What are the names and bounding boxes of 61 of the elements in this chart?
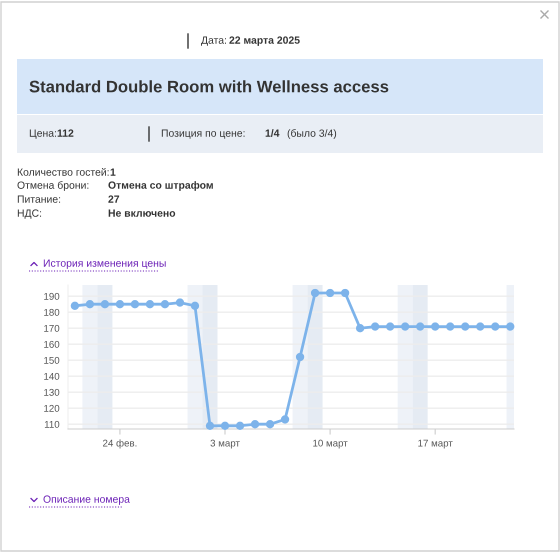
text: Не включено: [108, 210, 176, 217]
point: [220, 422, 230, 430]
y-tick-label: 190: [44, 292, 60, 300]
chart-title: Standard Double Room with Wellness access: [29, 80, 388, 92]
point: [446, 322, 454, 331]
text: Отмена брони:: [17, 181, 88, 191]
point: [160, 300, 170, 308]
text: Позиция по цене:: [162, 130, 245, 139]
point: [146, 300, 154, 308]
point: [310, 288, 320, 298]
y-tick-label: 170: [44, 324, 60, 332]
y-tick-label: 110: [44, 420, 60, 428]
text: Описание номера: [43, 495, 130, 505]
y-tick-label: 120: [44, 404, 60, 412]
point: [400, 322, 410, 331]
x-tick-label: 24 фев.: [103, 439, 136, 448]
point: [431, 322, 440, 331]
x-tick-label: 3 март: [210, 440, 240, 448]
point: [86, 300, 94, 308]
point: [280, 415, 290, 424]
x-tick-label: 17 март: [418, 440, 453, 448]
text: Дата:: [201, 36, 226, 46]
text: История изменения цены: [44, 260, 166, 269]
text: 22 марта 2025: [229, 36, 300, 46]
point: [130, 300, 140, 308]
point: [370, 322, 380, 331]
text: Питание:: [18, 196, 60, 203]
point: [296, 352, 304, 362]
y-tick-label: 160: [44, 340, 60, 348]
point: [176, 298, 184, 307]
point: [491, 322, 500, 331]
text: 112: [58, 129, 74, 137]
y-tick-label: 140: [44, 372, 60, 380]
point: [506, 322, 514, 331]
point: [100, 300, 110, 308]
point: [340, 288, 350, 298]
point: [386, 322, 394, 331]
point: [326, 288, 334, 298]
point: [70, 302, 80, 310]
text: 1/4: [266, 129, 280, 137]
point: [266, 420, 274, 428]
text: Отмена со штрафом: [108, 181, 213, 191]
y-tick-label: 150: [44, 356, 60, 364]
y-tick-label: 130: [44, 388, 60, 396]
text: НДС:: [18, 209, 42, 219]
point: [461, 322, 470, 331]
point: [250, 420, 260, 428]
point: [236, 422, 244, 430]
text: Количество гостей:: [18, 168, 109, 176]
point: [116, 300, 124, 308]
point: [476, 322, 484, 331]
text: Цена:: [30, 130, 56, 139]
text: 27: [108, 195, 120, 203]
y-tick-label: 180: [44, 308, 60, 316]
text: 1: [110, 168, 116, 176]
point: [206, 422, 214, 430]
point: [356, 324, 364, 332]
point: [190, 302, 200, 310]
text: (было 3/4): [288, 129, 336, 139]
point: [416, 322, 424, 331]
x-tick-label: 10 март: [313, 440, 348, 448]
